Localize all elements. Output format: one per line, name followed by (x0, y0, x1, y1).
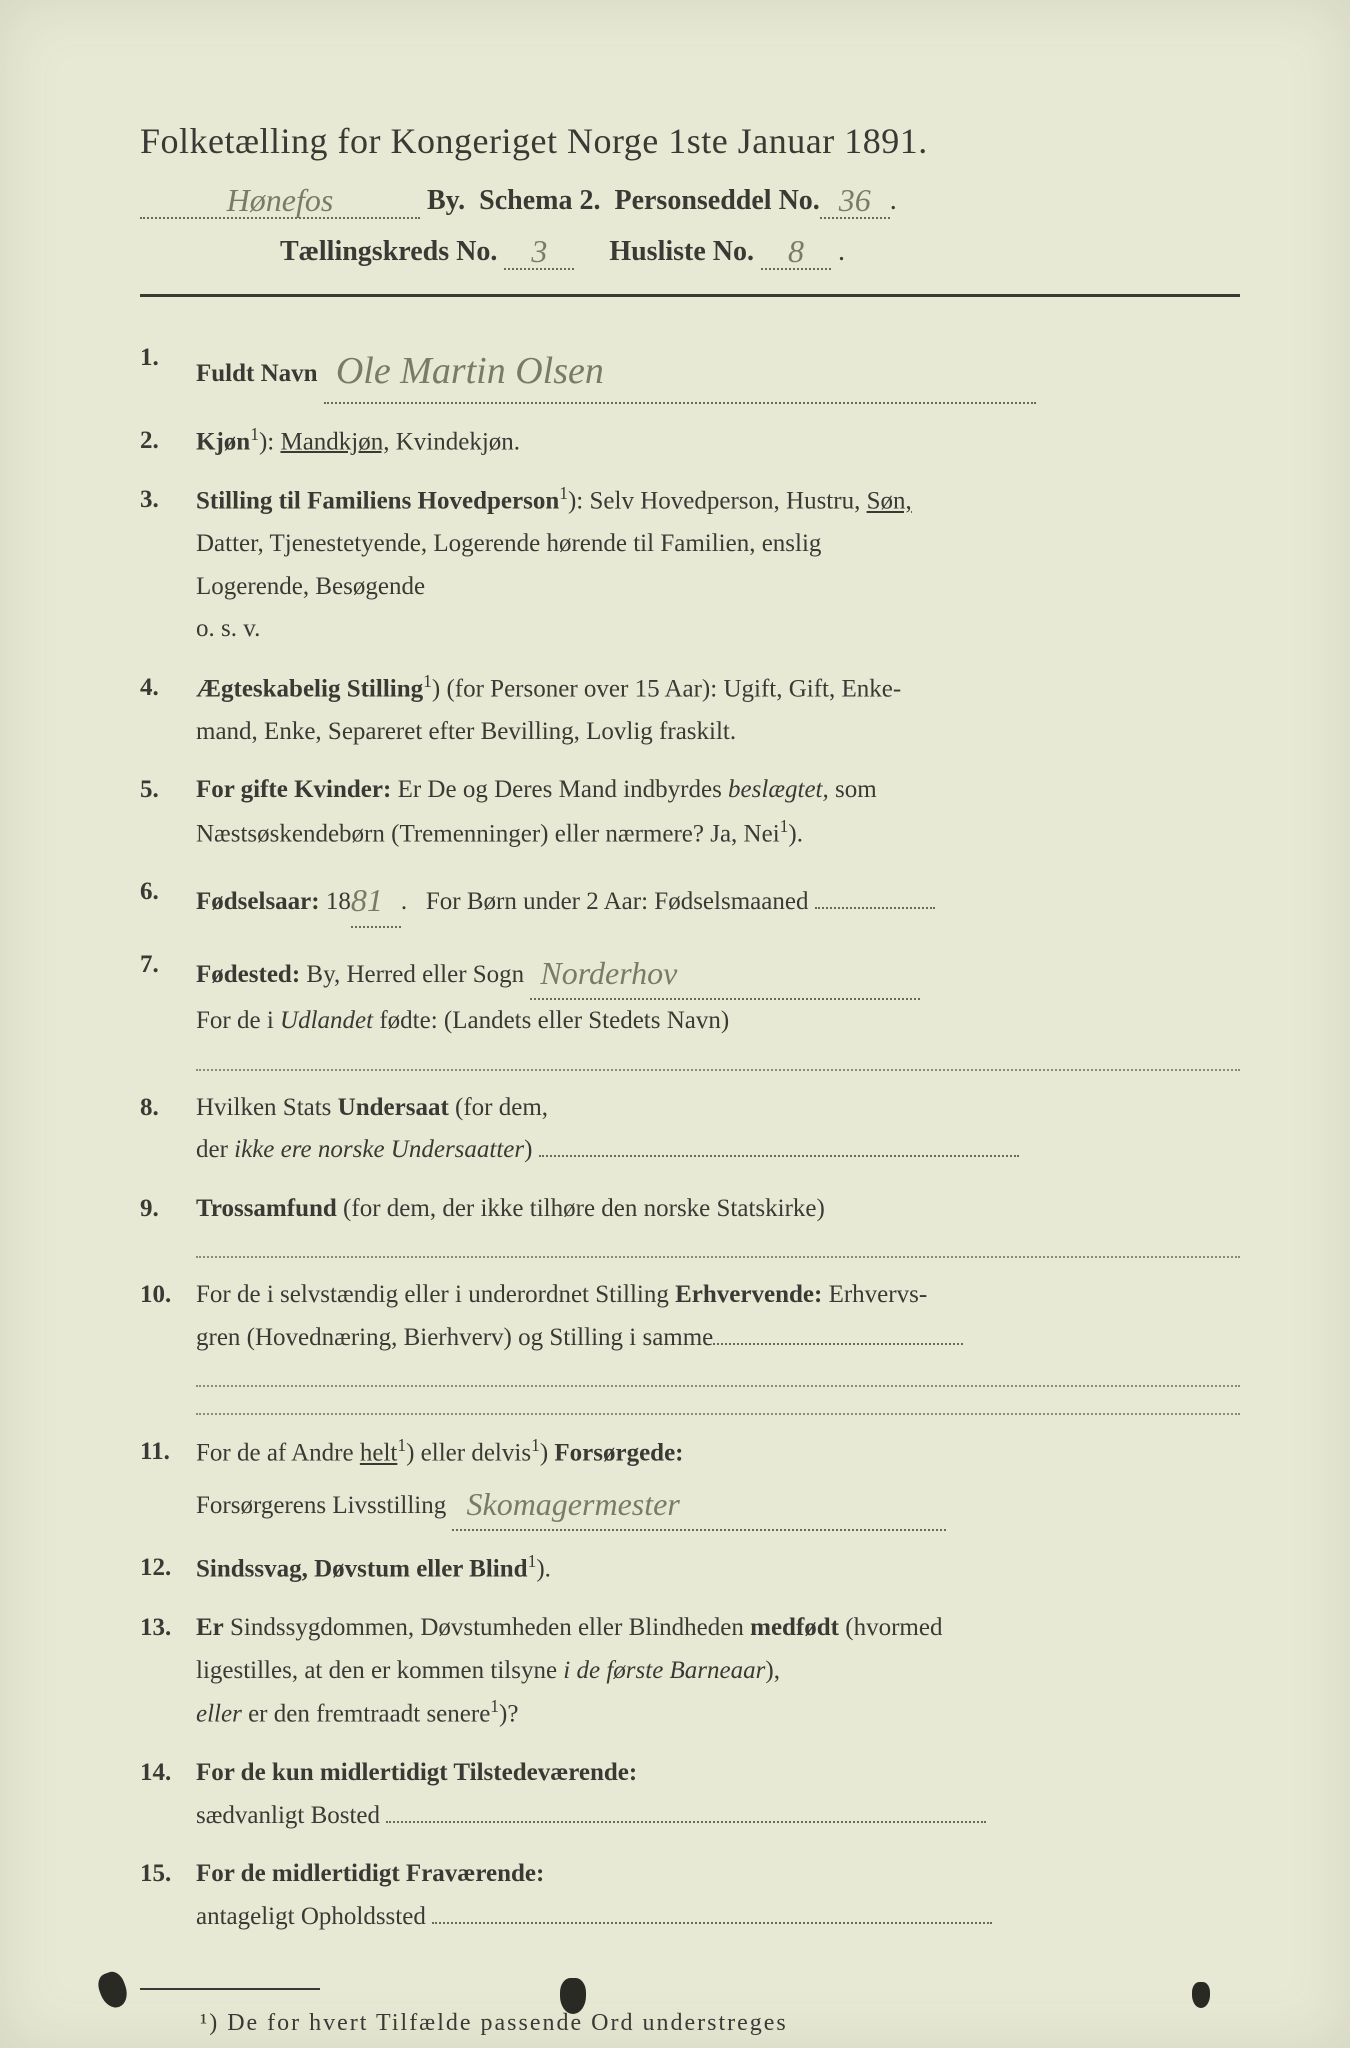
form-title: Folketælling for Kongeriget Norge 1ste J… (140, 120, 1240, 162)
row-1: 1. Fuldt Navn Ole Martin Olsen (140, 337, 1240, 404)
census-form-page: Folketælling for Kongeriget Norge 1ste J… (0, 0, 1350, 2048)
birthyear-field: 81 (351, 871, 401, 927)
row-4: 4. Ægteskabelig Stilling1) (for Personer… (140, 667, 1240, 753)
provider-field: Skomagermester (452, 1475, 946, 1531)
husliste-no: 8 (761, 231, 831, 270)
row-6: 6. Fødselsaar: 1881. For Børn under 2 Aa… (140, 871, 1240, 927)
name-field: Ole Martin Olsen (324, 337, 1036, 404)
footnote: ¹) De for hvert Tilfælde passende Ord un… (200, 2010, 1240, 2037)
city-schema-line: Hønefos By. Schema 2. Personseddel No. 3… (140, 180, 1240, 219)
row-15: 15. For de midlertidigt Fraværende: anta… (140, 1853, 1240, 1938)
row-12: 12. Sindssvag, Døvstum eller Blind1). (140, 1547, 1240, 1591)
city-field: Hønefos (140, 180, 420, 219)
gender-options: Mandkjøn, Kvindekjøn. (280, 428, 520, 455)
birthplace-field: Norderhov (530, 944, 920, 1000)
row-2: 2. Kjøn1): Mandkjøn, Kvindekjøn. (140, 420, 1240, 464)
ink-smudge (560, 1978, 586, 2014)
kreds-line: Tællingskreds No. 3 Husliste No. 8 . (280, 231, 1240, 270)
row-13: 13. Er Sindssygdommen, Døvstumheden elle… (140, 1607, 1240, 1736)
footnote-rule (140, 1988, 320, 1990)
personseddel-no: 36 (820, 180, 890, 219)
row-7: 7. Fødested: By, Herred eller Sogn Norde… (140, 944, 1240, 1071)
ink-smudge (1192, 1982, 1210, 2008)
kreds-no: 3 (504, 231, 574, 270)
row-11: 11. For de af Andre helt1) eller delvis1… (140, 1431, 1240, 1531)
row-9: 9. Trossamfund (for dem, der ikke tilhør… (140, 1188, 1240, 1259)
ink-smudge (95, 1969, 132, 2012)
row-8: 8. Hvilken Stats Undersaat (for dem, der… (140, 1087, 1240, 1172)
row-10: 10. For de i selvstændig eller i underor… (140, 1274, 1240, 1415)
row-14: 14. For de kun midlertidigt Tilstedevære… (140, 1752, 1240, 1837)
row-3: 3. Stilling til Familiens Hovedperson1):… (140, 479, 1240, 650)
row-5: 5. For gifte Kvinder: Er De og Deres Man… (140, 769, 1240, 855)
header-rule (140, 294, 1240, 297)
